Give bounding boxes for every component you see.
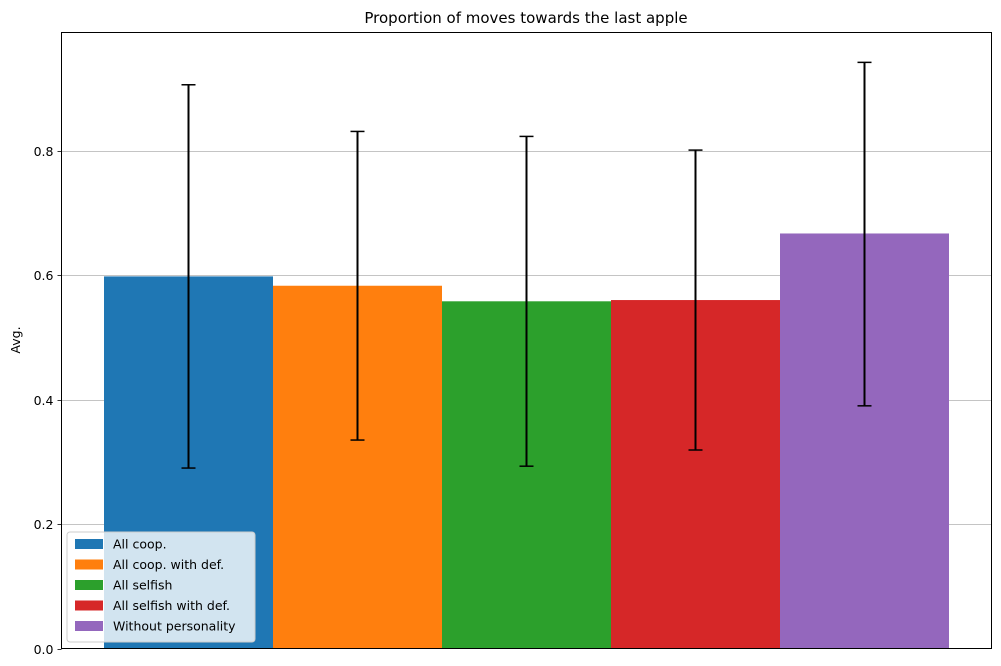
y-tick-label: 0.8 xyxy=(34,144,54,159)
legend-label: Without personality xyxy=(113,619,236,634)
legend-label: All selfish with def. xyxy=(113,598,230,613)
legend-swatch xyxy=(75,559,103,570)
y-tick-label: 0.2 xyxy=(34,517,54,532)
legend-label: All selfish xyxy=(113,578,172,593)
error-bars xyxy=(181,61,872,469)
legend-label: All coop. xyxy=(113,537,167,552)
chart-title: Proportion of moves towards the last app… xyxy=(364,9,687,27)
legend-swatch xyxy=(75,600,103,611)
legend-swatch xyxy=(75,621,103,631)
legend-label: All coop. with def. xyxy=(113,557,224,572)
y-tick-label: 0.0 xyxy=(34,642,54,657)
legend-swatch xyxy=(75,580,103,590)
y-tick-label: 0.6 xyxy=(34,268,54,283)
legend-box xyxy=(66,531,256,643)
y-tick-label: 0.4 xyxy=(34,393,54,408)
plot-frame xyxy=(61,32,992,649)
y-axis-label: Avg. xyxy=(8,326,23,353)
y-axis-ticks: 0.0 0.2 0.4 0.6 0.8 xyxy=(34,144,62,657)
legend: All coop. All coop. with def. All selfish A… xyxy=(66,531,256,643)
legend-swatch xyxy=(75,539,103,549)
